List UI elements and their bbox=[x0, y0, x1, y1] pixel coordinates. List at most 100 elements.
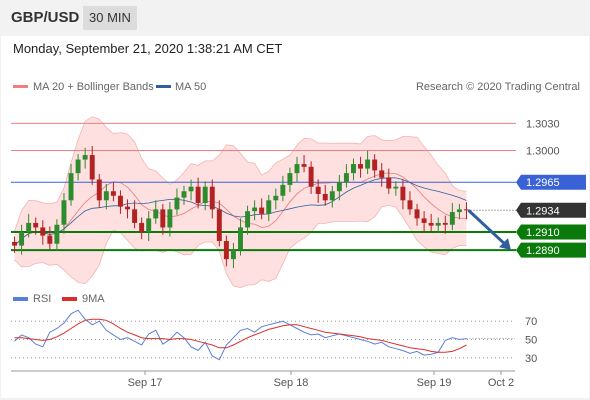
candle-body bbox=[329, 191, 335, 201]
candle-body bbox=[315, 186, 321, 194]
projection-arrow-head bbox=[499, 238, 511, 251]
candle-body bbox=[82, 155, 88, 160]
current-level-tag bbox=[516, 202, 586, 218]
candle-body bbox=[343, 173, 349, 183]
candle-body bbox=[202, 186, 208, 204]
rsi-chart: 70 50 30 bbox=[11, 309, 537, 365]
bollinger-upper-band bbox=[14, 116, 467, 232]
candle-body bbox=[209, 186, 215, 210]
candle-body bbox=[245, 211, 251, 228]
candle-body bbox=[336, 182, 342, 192]
bollinger-lower-band bbox=[14, 204, 467, 289]
candle-body bbox=[456, 209, 462, 213]
candle-body bbox=[294, 164, 300, 174]
candle-body bbox=[280, 184, 286, 196]
candle-body bbox=[252, 207, 258, 212]
candle-body bbox=[117, 195, 123, 207]
candle-body bbox=[12, 241, 18, 246]
candle-body bbox=[301, 164, 307, 167]
candle-body bbox=[125, 206, 130, 210]
candle-body bbox=[40, 227, 46, 236]
candle-body bbox=[132, 209, 138, 223]
copyright-text: Research © 2020 Trading Central bbox=[416, 81, 580, 93]
timeframe-badge[interactable]: 30 MIN bbox=[83, 6, 137, 30]
support-level-label: 1.2910 bbox=[526, 227, 560, 239]
projection-arrow-line bbox=[467, 209, 509, 248]
candle-body bbox=[351, 164, 356, 174]
candle-body bbox=[89, 155, 95, 180]
candle-body bbox=[153, 209, 159, 219]
candle-body bbox=[238, 227, 243, 251]
candle-body bbox=[216, 209, 222, 242]
candle-body bbox=[61, 200, 67, 225]
candle-body bbox=[110, 191, 116, 196]
rsi-ma-legend-label: 9MA bbox=[82, 293, 105, 305]
rsi-tick-label: 50 bbox=[525, 335, 537, 347]
x-tick-label: Oct 2 bbox=[488, 377, 514, 389]
candle-body bbox=[47, 235, 53, 244]
pivot-level-label: 1.2965 bbox=[526, 177, 560, 189]
pivot-level-tag bbox=[516, 174, 586, 190]
candle-body bbox=[146, 218, 152, 232]
candle-body bbox=[223, 241, 229, 260]
x-axis: Sep 17 Sep 18 Sep 19 Oct 2 bbox=[128, 371, 514, 389]
candle-body bbox=[181, 191, 187, 198]
candle-body bbox=[393, 186, 399, 189]
current-level-label: 1.2934 bbox=[526, 205, 560, 217]
support-level-label: 1.2890 bbox=[526, 245, 560, 257]
candle-body bbox=[273, 195, 279, 201]
candle-body bbox=[400, 186, 406, 201]
candle-body bbox=[365, 159, 371, 169]
rsi-legend-label: RSI bbox=[33, 293, 51, 305]
candle-body bbox=[463, 209, 469, 211]
candle-body bbox=[386, 177, 392, 189]
candle-body bbox=[435, 222, 441, 226]
candle-body bbox=[322, 193, 328, 201]
support-level-tag bbox=[516, 224, 586, 240]
candle-body bbox=[407, 200, 413, 210]
candle-body bbox=[372, 159, 378, 171]
rsi-ma-line bbox=[14, 318, 467, 353]
rsi-ma-legend-swatch bbox=[62, 297, 77, 301]
chart-header: GBP/USD 30 MIN bbox=[0, 0, 590, 36]
resistance-level-label: 1.3000 bbox=[526, 146, 560, 158]
candle-body bbox=[266, 200, 272, 214]
candle-body bbox=[160, 209, 166, 228]
currency-pair-title: GBP/USD bbox=[11, 9, 80, 26]
rsi-legend-swatch bbox=[13, 297, 28, 301]
support-level-tag bbox=[516, 242, 586, 258]
candle-body bbox=[414, 209, 420, 219]
bollinger-legend-swatch bbox=[13, 85, 28, 88]
candle-body bbox=[54, 224, 60, 244]
candle-body bbox=[103, 191, 109, 201]
candle-body bbox=[33, 222, 39, 228]
candle-body bbox=[358, 164, 364, 169]
candle-body bbox=[195, 186, 201, 204]
x-tick-label: Sep 18 bbox=[274, 377, 309, 389]
candle-body bbox=[428, 222, 434, 226]
x-tick-label: Sep 17 bbox=[128, 377, 163, 389]
resistance-level-label: 1.3030 bbox=[526, 118, 560, 130]
rsi-tick-label: 30 bbox=[525, 353, 537, 365]
candle-body bbox=[308, 166, 314, 187]
price-chart: 1.3030 1.3000 1.2965 1.2934 1.2910 1.2890 bbox=[11, 116, 586, 289]
candle-body bbox=[167, 209, 173, 228]
candle-body bbox=[26, 222, 32, 232]
candle-body bbox=[139, 222, 145, 232]
ma50-legend-swatch bbox=[156, 85, 171, 88]
candle-body bbox=[188, 186, 194, 192]
candle-body bbox=[287, 173, 293, 185]
candle-body bbox=[421, 218, 427, 223]
candle-body bbox=[230, 250, 236, 260]
candle-body bbox=[96, 179, 102, 201]
candle-body bbox=[19, 231, 25, 246]
candle-body bbox=[259, 207, 265, 214]
candle-body bbox=[75, 159, 81, 174]
candle-body bbox=[174, 197, 180, 210]
rsi-line bbox=[14, 309, 467, 361]
candle-body bbox=[449, 212, 455, 225]
bollinger-legend-label: MA 20 + Bollinger Bands bbox=[33, 81, 154, 93]
rsi-tick-label: 70 bbox=[525, 316, 537, 328]
candle-body bbox=[379, 170, 385, 178]
